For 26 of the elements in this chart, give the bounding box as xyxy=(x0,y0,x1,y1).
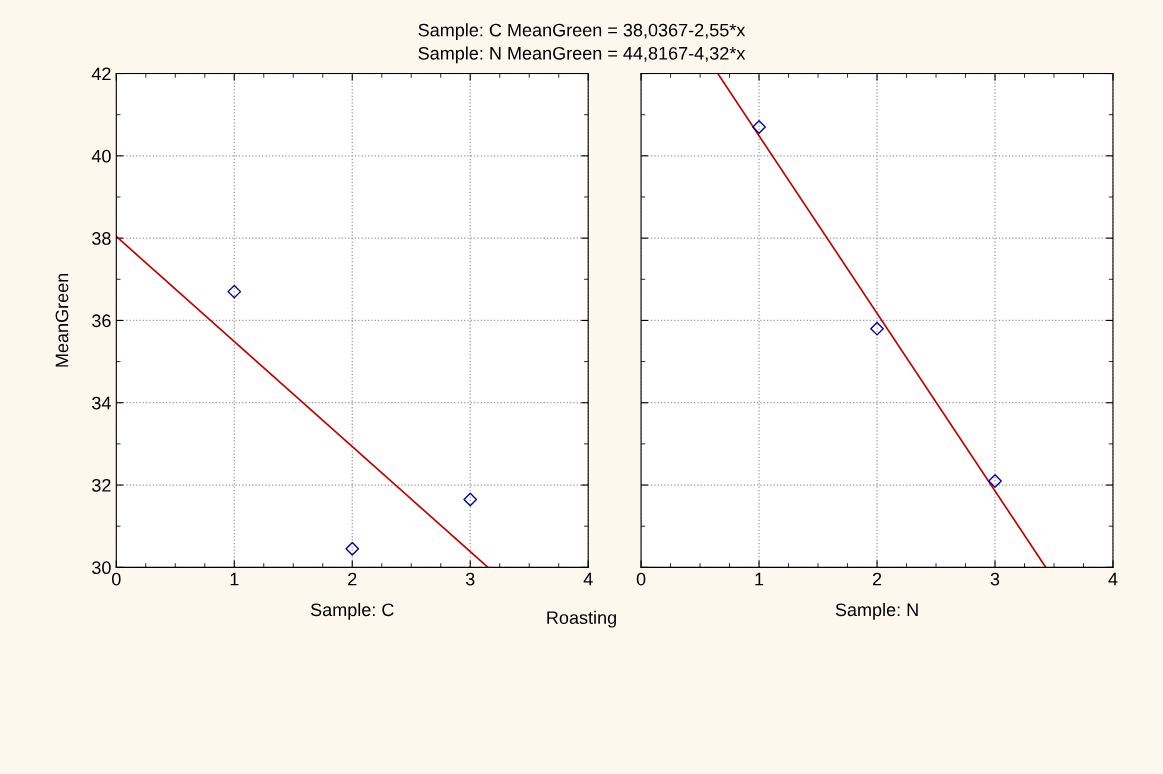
x-tick-label: 0 xyxy=(111,572,121,586)
x-axis-title: Sample: C xyxy=(310,602,394,620)
point xyxy=(345,541,360,556)
y-tick-label: 40 xyxy=(91,149,111,163)
y-tick-label: 32 xyxy=(92,478,111,492)
point xyxy=(227,284,242,299)
y-tick-label: 36 xyxy=(92,314,111,328)
y-tick-label: 30 xyxy=(92,561,111,575)
y-tick-label: 42 xyxy=(91,67,111,81)
x-axis-title: Sample: N xyxy=(835,602,918,620)
x-tick-label: 3 xyxy=(465,572,475,586)
point xyxy=(463,492,478,507)
x-tick-label: 4 xyxy=(1108,572,1118,586)
y-tick-label: 34 xyxy=(92,396,111,410)
x-tick-label: 3 xyxy=(990,572,1000,586)
x-tick-label: 2 xyxy=(872,572,882,586)
y-tick-label: 38 xyxy=(92,232,111,245)
chart-title: Sample: C MeanGreen = 38,0367-2,55*x xyxy=(418,23,746,41)
chart-title: Sample: N MeanGreen = 44,8167-4,32*x xyxy=(418,46,746,64)
x-tick-label: 1 xyxy=(755,572,764,586)
x-tick-label: 4 xyxy=(583,572,593,586)
x-tick-label: 0 xyxy=(636,572,646,586)
x-tick-label: 2 xyxy=(348,572,357,586)
y-axis-title: MeanGreen xyxy=(55,273,69,367)
x-tick-label: 1 xyxy=(230,572,239,586)
text: Roasting xyxy=(547,610,616,628)
